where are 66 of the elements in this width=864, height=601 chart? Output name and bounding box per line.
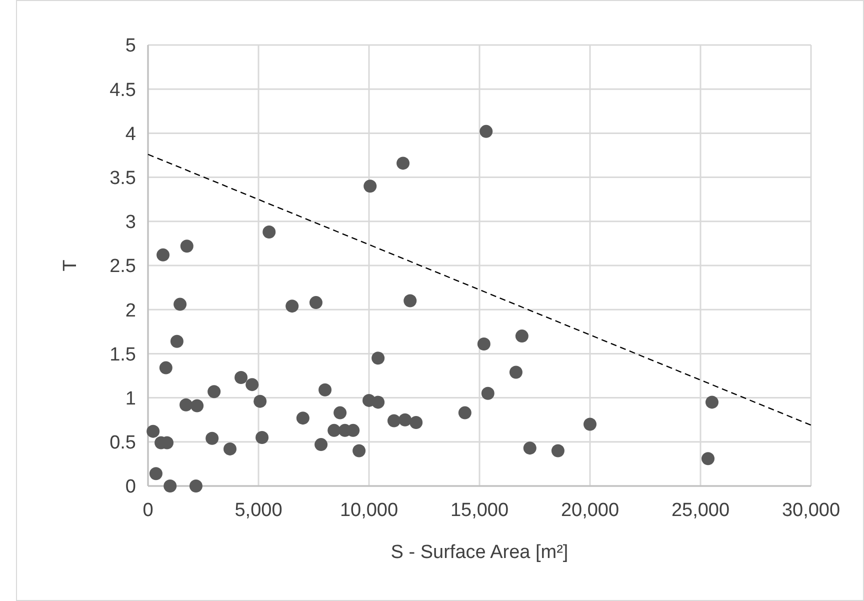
point xyxy=(254,394,267,408)
point xyxy=(458,406,472,420)
x-tick-label: 20,000 xyxy=(560,500,620,521)
point xyxy=(551,444,564,458)
y-axis-title: T xyxy=(60,259,81,272)
point xyxy=(509,366,522,379)
point xyxy=(352,444,366,458)
point xyxy=(174,298,187,311)
point xyxy=(328,424,341,437)
point xyxy=(206,432,219,445)
point xyxy=(480,124,493,138)
x-tick-label: 10,000 xyxy=(340,500,398,521)
point xyxy=(523,442,536,455)
x-tick-label: 15,000 xyxy=(450,500,509,521)
point xyxy=(410,416,423,429)
y-tick-label: 1.5 xyxy=(110,344,136,366)
point xyxy=(477,338,490,350)
point xyxy=(309,296,322,310)
point xyxy=(286,300,299,313)
y-tick-label: 3.5 xyxy=(110,168,136,189)
point xyxy=(146,424,160,438)
y-tick-label: 0 xyxy=(125,476,136,498)
point xyxy=(164,480,177,492)
y-tick-label: 2.5 xyxy=(110,256,136,278)
y-tick-label: 4.5 xyxy=(110,80,136,101)
point xyxy=(584,418,596,431)
y-tick-label: 3 xyxy=(125,212,136,234)
point xyxy=(702,452,715,466)
point xyxy=(223,442,236,456)
point xyxy=(372,396,385,409)
point xyxy=(398,413,412,426)
point xyxy=(180,240,194,253)
point xyxy=(364,180,377,193)
point xyxy=(318,383,332,396)
point xyxy=(387,414,400,428)
point xyxy=(159,361,172,374)
y-tick-label: 2 xyxy=(125,300,136,322)
y-tick-label: 1 xyxy=(125,388,136,410)
x-tick-label: 30,000 xyxy=(782,500,840,521)
point xyxy=(314,438,328,452)
point xyxy=(705,396,718,409)
y-tick-label: 0.5 xyxy=(110,432,136,454)
point xyxy=(256,430,269,444)
point xyxy=(190,399,204,412)
x-tick-label: 5,000 xyxy=(234,500,282,521)
point xyxy=(515,330,528,343)
point xyxy=(246,378,259,392)
point xyxy=(189,480,202,492)
y-tick-label: 4 xyxy=(125,124,136,145)
x-tick-label: 25,000 xyxy=(671,500,730,521)
point xyxy=(170,334,184,348)
point xyxy=(372,352,385,365)
point xyxy=(156,248,170,262)
x-tick-label: 0 xyxy=(142,500,154,521)
point xyxy=(180,398,193,412)
point xyxy=(296,412,310,425)
point xyxy=(208,385,221,398)
point xyxy=(149,467,162,480)
point xyxy=(262,225,276,238)
point xyxy=(234,371,248,384)
point xyxy=(396,156,410,170)
y-tick-label: 5 xyxy=(125,36,136,57)
point xyxy=(334,406,347,420)
point xyxy=(481,386,494,400)
x-axis-title: S - Surface Area [m²] xyxy=(390,542,568,563)
point xyxy=(404,294,417,308)
